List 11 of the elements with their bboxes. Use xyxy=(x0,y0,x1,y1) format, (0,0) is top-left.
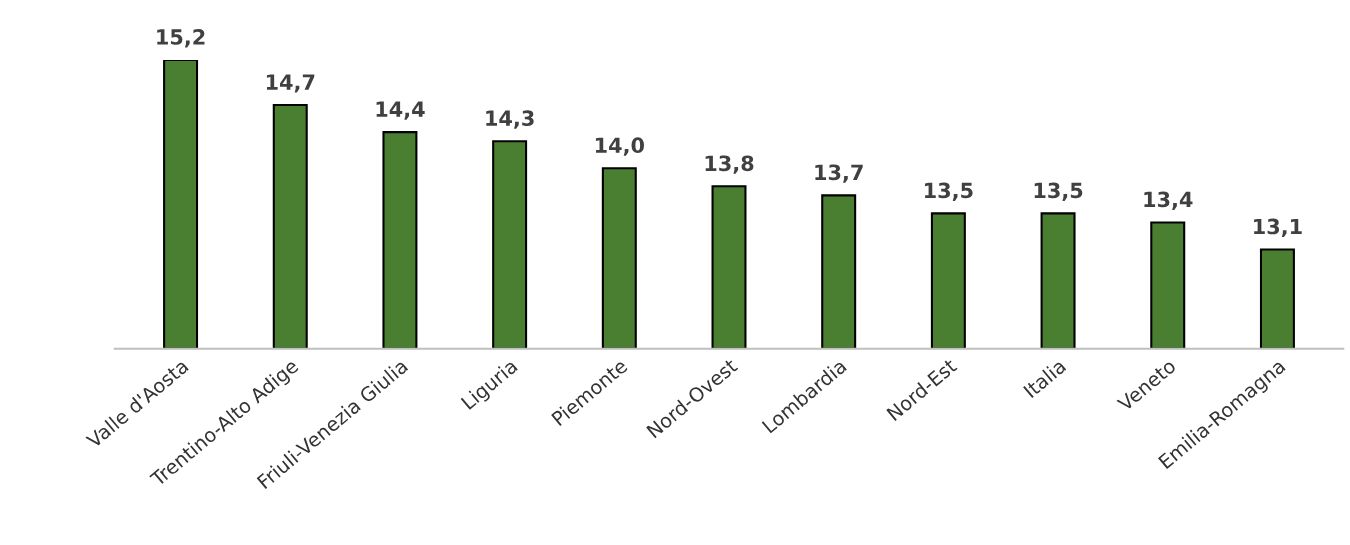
data-label: 14,7 xyxy=(266,74,315,93)
data-label: 13,8 xyxy=(705,155,754,174)
data-label: 13,7 xyxy=(815,164,863,183)
data-label: 13,4 xyxy=(1144,191,1193,210)
data-label: 13,1 xyxy=(1254,218,1302,238)
data-label: 13,5 xyxy=(925,182,973,201)
data-label: 15,2 xyxy=(157,29,205,48)
data-label: 13,5 xyxy=(1034,182,1083,201)
data-label: 14,4 xyxy=(376,101,425,120)
data-label: 14,3 xyxy=(486,110,534,129)
data-label: 14,0 xyxy=(595,137,645,156)
